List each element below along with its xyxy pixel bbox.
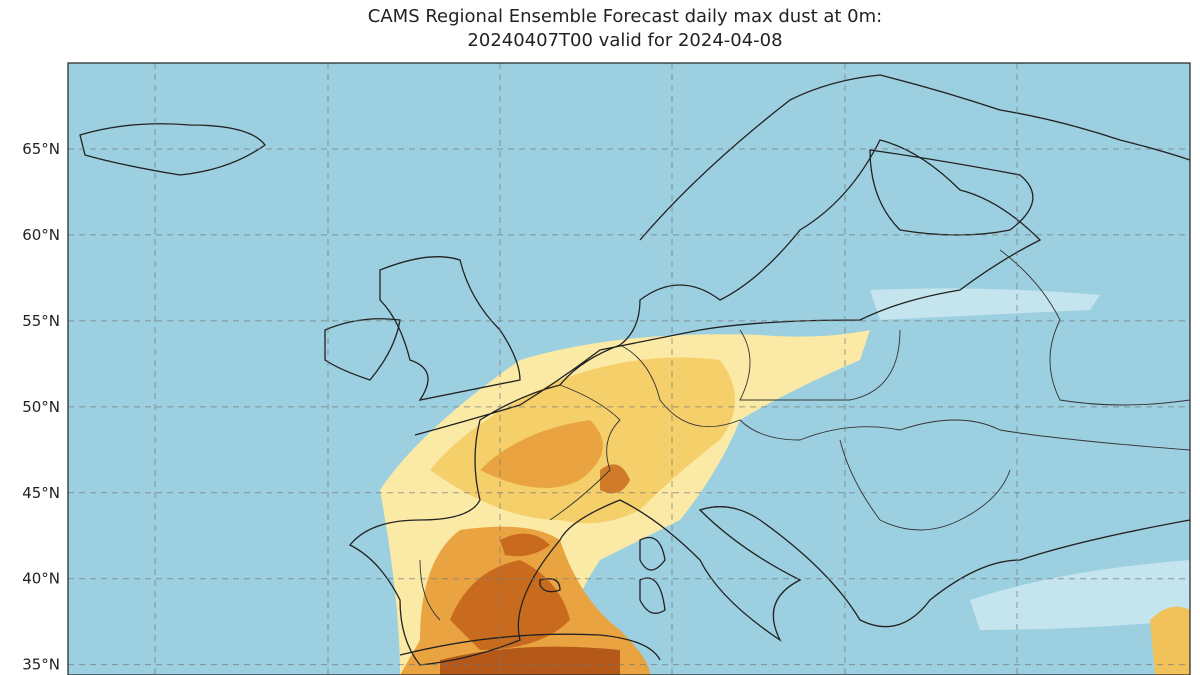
lat-tick-label: 60°N <box>22 226 60 244</box>
lat-tick-label: 50°N <box>22 398 60 416</box>
map-frame <box>67 62 1191 675</box>
title-line: 20240407T00 valid for 2024-04-08 <box>467 30 782 51</box>
longitude-grid <box>154 63 1018 675</box>
lat-tick-label: 35°N <box>22 656 60 674</box>
lat-tick-label: 45°N <box>22 484 60 502</box>
lat-tick-label: 55°N <box>22 312 60 330</box>
title-line: CAMS Regional Ensemble Forecast daily ma… <box>368 6 882 27</box>
lat-tick-label: 40°N <box>22 570 60 588</box>
borders <box>419 249 1190 621</box>
latitude-grid <box>68 148 1190 666</box>
lat-tick-label: 65°N <box>22 140 60 158</box>
map-area <box>68 63 1190 675</box>
coastlines <box>79 74 1190 666</box>
